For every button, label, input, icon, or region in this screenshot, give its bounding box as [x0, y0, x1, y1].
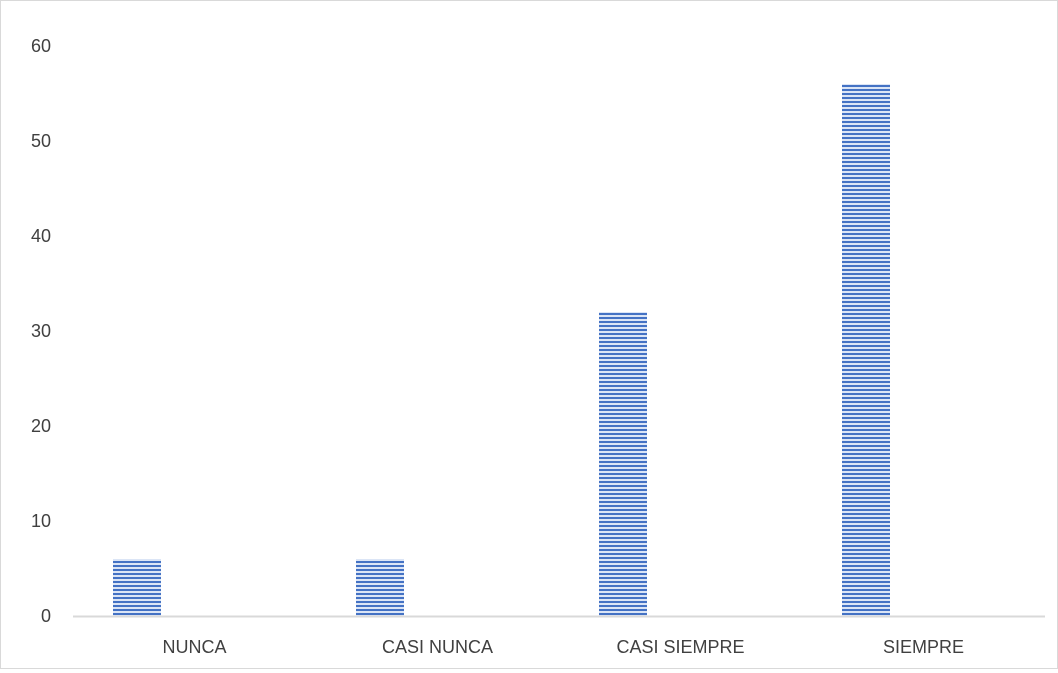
x-tick-label: CASI NUNCA [382, 637, 493, 657]
bar-casi-siempre [599, 312, 647, 616]
x-tick-label: SIEMPRE [883, 637, 964, 657]
y-tick-label: 10 [31, 511, 51, 531]
y-tick-label: 20 [31, 416, 51, 436]
y-tick-label: 30 [31, 321, 51, 341]
y-tick-label: 0 [41, 606, 51, 626]
bar-siempre [842, 84, 890, 616]
x-tick-label: CASI SIEMPRE [616, 637, 744, 657]
x-axis: NUNCA CASI NUNCA CASI SIEMPRE SIEMPRE [162, 637, 964, 657]
y-tick-label: 60 [31, 36, 51, 56]
y-tick-label: 40 [31, 226, 51, 246]
bar-casi-nunca [356, 559, 404, 616]
y-tick-label: 50 [31, 131, 51, 151]
y-axis: 0 10 20 30 40 50 60 [31, 36, 51, 626]
x-tick-label: NUNCA [162, 637, 226, 657]
bar-nunca [113, 559, 161, 616]
bars [113, 84, 890, 616]
